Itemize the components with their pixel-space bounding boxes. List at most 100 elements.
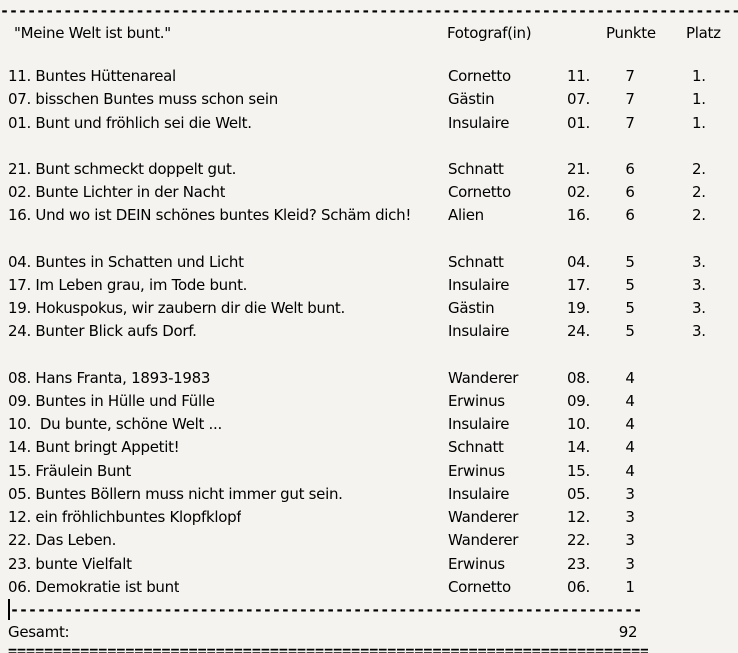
table-row: 06. Demokratie ist bunt Cornetto 06. 1: [0, 576, 738, 599]
photo-title: 01. Bunt und fröhlich sei die Welt.: [8, 113, 252, 132]
text-caret: [8, 599, 10, 620]
photographer-name: Erwinus: [448, 554, 505, 573]
place-value: 1.: [692, 113, 706, 132]
column-header-platz: Platz: [686, 24, 721, 42]
points-value: 6: [625, 183, 635, 201]
photographer-name: Erwinus: [448, 461, 505, 480]
points-value: 5: [625, 322, 635, 341]
table-row: 05. Buntes Böllern muss nicht immer gut …: [0, 483, 738, 506]
place-value: 2.: [692, 183, 706, 201]
photographer-name: Alien: [448, 206, 484, 225]
photo-number: 14.: [567, 438, 590, 457]
photo-number: 22.: [567, 531, 590, 550]
photo-number: 16.: [567, 206, 590, 225]
place-value: 1.: [692, 90, 706, 109]
photo-title: 07. bisschen Buntes muss schon sein: [8, 90, 278, 109]
photo-number: 09.: [567, 391, 590, 410]
points-value: 6: [625, 159, 635, 178]
table-row: 10. Du bunte, schöne Welt ... Insulaire …: [0, 413, 738, 436]
results-table: 11. Buntes Hüttenareal Cornetto 11. 7 1.…: [0, 65, 738, 599]
points-value: 7: [625, 90, 635, 109]
table-row: 21. Bunt schmeckt doppelt gut. Schnatt 2…: [0, 158, 738, 181]
photographer-name: Wanderer: [448, 531, 519, 550]
photographer-name: Gästin: [448, 90, 495, 109]
photo-title: 19. Hokuspokus, wir zaubern dir die Welt…: [8, 299, 345, 317]
photo-number: 19.: [567, 299, 590, 317]
points-value: 5: [625, 299, 635, 317]
points-value: 4: [625, 438, 635, 457]
table-row: 19. Hokuspokus, wir zaubern dir die Welt…: [0, 297, 738, 320]
place-value: 3.: [692, 252, 706, 271]
place-value: 2.: [692, 159, 706, 178]
total-label: Gesamt:: [8, 623, 70, 641]
points-value: 7: [625, 67, 635, 85]
result-group: 11. Buntes Hüttenareal Cornetto 11. 7 1.…: [0, 65, 738, 135]
result-group: 21. Bunt schmeckt doppelt gut. Schnatt 2…: [0, 158, 738, 228]
photo-number: 15.: [567, 461, 590, 480]
photo-title: 21. Bunt schmeckt doppelt gut.: [8, 159, 237, 178]
photo-number: 12.: [567, 508, 590, 526]
points-value: 4: [625, 461, 635, 480]
points-value: 1: [625, 577, 635, 596]
result-group: 04. Buntes in Schatten und Licht Schnatt…: [0, 251, 738, 344]
photo-title: 10. Du bunte, schöne Welt ...: [8, 415, 222, 433]
photo-number: 04.: [567, 252, 590, 271]
contest-title: "Meine Welt ist bunt.": [14, 24, 171, 42]
points-value: 5: [625, 252, 635, 271]
photographer-name: Insulaire: [448, 113, 510, 132]
photo-title: 09. Buntes in Hülle und Fülle: [8, 391, 215, 410]
photographer-name: Gästin: [448, 299, 495, 317]
photo-title: 12. ein fröhlichbuntes Klopfklopf: [8, 508, 242, 526]
photographer-name: Erwinus: [448, 391, 505, 410]
points-value: 6: [625, 206, 635, 225]
column-header-punkte: Punkte: [606, 24, 656, 42]
place-value: 2.: [692, 206, 706, 225]
table-row: 24. Bunter Blick aufs Dorf. Insulaire 24…: [0, 320, 738, 343]
photo-number: 10.: [567, 415, 590, 433]
points-value: 4: [625, 415, 635, 433]
table-row: 11. Buntes Hüttenareal Cornetto 11. 7 1.: [0, 65, 738, 88]
photographer-name: Insulaire: [448, 415, 510, 433]
photo-title: 15. Fräulein Bunt: [8, 461, 131, 480]
table-row: 01. Bunt und fröhlich sei die Welt. Insu…: [0, 112, 738, 135]
table-row: 16. Und wo ist DEIN schönes buntes Kleid…: [0, 204, 738, 227]
points-value: 5: [625, 275, 635, 294]
photo-number: 01.: [567, 113, 590, 132]
place-value: 3.: [692, 299, 706, 317]
points-value: 4: [625, 368, 635, 387]
photo-title: 11. Buntes Hüttenareal: [8, 67, 176, 85]
photo-number: 05.: [567, 484, 590, 503]
photo-title: 22. Das Leben.: [8, 531, 117, 550]
table-row: 09. Buntes in Hülle und Fülle Erwinus 09…: [0, 390, 738, 413]
photographer-name: Schnatt: [448, 159, 504, 178]
photographer-name: Insulaire: [448, 322, 510, 341]
photo-number: 23.: [567, 554, 590, 573]
photo-title: 16. Und wo ist DEIN schönes buntes Kleid…: [8, 206, 412, 225]
photo-number: 07.: [567, 90, 590, 109]
photo-number: 06.: [567, 577, 590, 596]
place-value: 1.: [692, 67, 706, 85]
total-value: 92: [618, 623, 638, 641]
photographer-name: Cornetto: [448, 183, 511, 201]
dashed-rule: ----------------------------------------…: [0, 2, 738, 20]
photo-title: 02. Bunte Lichter in der Nacht: [8, 183, 226, 201]
photographer-name: Cornetto: [448, 577, 511, 596]
table-row: 14. Bunt bringt Appetit! Schnatt 14. 4: [0, 436, 738, 459]
photo-number: 02.: [567, 183, 590, 201]
table-header: "Meine Welt ist bunt." Fotograf(in) Punk…: [0, 22, 738, 45]
table-row: 23. bunte Vielfalt Erwinus 23. 3: [0, 553, 738, 576]
dashed-rule: ----------------------------------------…: [10, 601, 644, 619]
photographer-name: Insulaire: [448, 484, 510, 503]
photo-title: 06. Demokratie ist bunt: [8, 577, 180, 596]
table-row: 12. ein fröhlichbuntes Klopfklopf Wander…: [0, 506, 738, 529]
points-value: 3: [625, 554, 635, 573]
points-value: 7: [625, 113, 635, 132]
points-value: 3: [625, 484, 635, 503]
photo-title: 05. Buntes Böllern muss nicht immer gut …: [8, 484, 343, 503]
photo-number: 08.: [567, 368, 590, 387]
bottom-double-line: ========================================…: [8, 644, 648, 653]
photographer-name: Schnatt: [448, 252, 504, 271]
photo-number: 21.: [567, 159, 590, 178]
photo-title: 23. bunte Vielfalt: [8, 554, 132, 573]
